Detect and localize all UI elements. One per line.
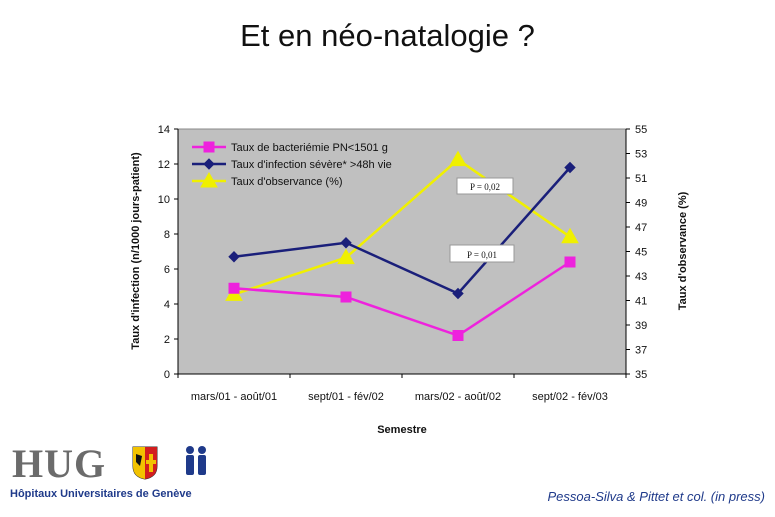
- right-tick-label: 55: [635, 124, 647, 136]
- data-point-triangle: [337, 248, 355, 265]
- hug-logo: HUG Hôpitaux Universitaires de Genève: [8, 440, 228, 510]
- plot-area: [177, 128, 627, 375]
- p-value-box: [449, 244, 515, 263]
- left-tick-label: 8: [164, 229, 170, 241]
- left-tick-label: 10: [158, 194, 170, 206]
- series-line: [233, 260, 571, 337]
- citation: Pessoa-Silva & Pittet et col. (in press): [547, 489, 765, 504]
- data-point-diamond: [452, 287, 464, 300]
- legend-label: Taux d'observance (%): [231, 176, 343, 188]
- right-tick-label: 39: [635, 320, 647, 332]
- data-point-square: [340, 291, 352, 303]
- data-point-square: [452, 330, 464, 341]
- data-point-diamond: [228, 251, 240, 263]
- right-tick-label: 35: [635, 369, 647, 381]
- right-tick-label: 43: [635, 271, 647, 283]
- data-point-diamond: [203, 158, 215, 170]
- right-axis-title: Taux d'observance (%): [677, 191, 689, 310]
- left-tick-label: 6: [164, 264, 170, 276]
- right-tick-label: 41: [635, 296, 647, 308]
- slide-title: Et en néo-natalogie ?: [240, 18, 535, 53]
- right-tick-label: 53: [635, 149, 647, 161]
- x-tick-label: mars/02 - août/02: [415, 391, 501, 403]
- right-tick-label: 49: [635, 198, 647, 210]
- x-tick-label: mars/01 - août/01: [191, 391, 277, 403]
- data-point-square: [564, 256, 576, 268]
- x-tick-label: sept/02 - fév/03: [532, 391, 608, 403]
- right-tick-label: 47: [635, 222, 647, 234]
- legend-label: Taux de bacteriémie PN<1501 g: [231, 142, 388, 154]
- p-value-label: P = 0,02: [470, 182, 500, 192]
- x-axis-title: Semestre: [377, 424, 427, 436]
- data-point-triangle: [561, 227, 579, 244]
- left-tick-label: 2: [164, 334, 170, 346]
- data-point-diamond: [340, 237, 352, 249]
- series-line: [233, 166, 571, 296]
- logo-subtitle: Hôpitaux Universitaires de Genève: [10, 488, 192, 500]
- logo-wordmark: HUG: [12, 441, 107, 486]
- p-value-box: [456, 177, 514, 195]
- data-point-diamond: [564, 161, 576, 174]
- legend-label: Taux d'infection sévère* >48h vie: [231, 159, 392, 171]
- x-tick-label: sept/01 - fév/02: [308, 391, 384, 403]
- left-tick-label: 0: [164, 369, 170, 381]
- geneva-coat-of-arms-icon: [132, 446, 158, 480]
- data-point-square: [203, 141, 215, 153]
- data-point-triangle: [449, 150, 467, 167]
- series-line: [233, 158, 571, 296]
- data-point-triangle: [200, 171, 218, 188]
- left-tick-label: 4: [164, 299, 170, 311]
- left-tick-label: 12: [158, 159, 170, 171]
- right-tick-label: 37: [635, 345, 647, 357]
- people-icon: [186, 446, 206, 475]
- left-tick-label: 14: [158, 124, 170, 136]
- data-point-square: [228, 282, 240, 294]
- left-axis-title: Taux d'infection (n/1000 jours-patient): [130, 152, 142, 350]
- right-tick-label: 51: [635, 173, 647, 185]
- p-value-label: P = 0,01: [467, 250, 497, 260]
- right-tick-label: 45: [635, 247, 647, 259]
